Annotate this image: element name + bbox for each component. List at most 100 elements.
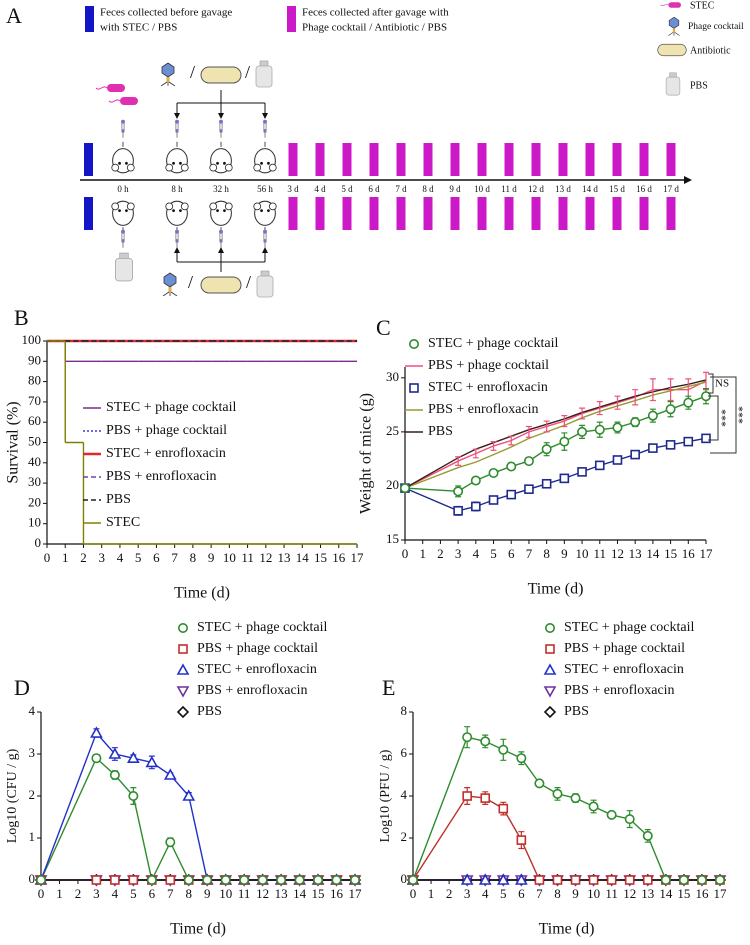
x-tick-label: 17 [700, 546, 714, 561]
collection-bar [84, 197, 93, 230]
collection-bar [531, 197, 541, 230]
timeline-label: 32 h [213, 184, 229, 194]
mouse [111, 141, 135, 174]
marker [516, 835, 527, 845]
collection-bar [531, 143, 541, 176]
marker [460, 873, 474, 885]
y-axis-title: Log10 (PFU / g) [378, 749, 393, 842]
marker [516, 753, 527, 764]
marker [331, 874, 342, 885]
x-tick-label: 7 [536, 886, 543, 901]
collection-bar [288, 197, 298, 230]
marker [683, 436, 694, 447]
marker [570, 793, 581, 804]
marker [146, 874, 157, 885]
panel-label: E [382, 675, 395, 700]
legend-text: Feces collected after gavage with [302, 7, 449, 19]
marker [399, 483, 410, 494]
x-tick-label: 10 [223, 550, 236, 565]
legend-marker [178, 644, 188, 654]
collection-bar [639, 197, 649, 230]
y-tick-label: 30 [386, 369, 399, 384]
legend-marker [544, 622, 555, 633]
marker [514, 873, 528, 885]
x-tick-label: 0 [402, 546, 409, 561]
separator: / [190, 62, 195, 82]
arrowheads [174, 113, 268, 119]
error-bar [455, 456, 462, 466]
marker [471, 501, 481, 512]
mouse [253, 200, 277, 233]
marker [624, 814, 635, 825]
legend-label: STEC + phage cocktail [197, 620, 327, 635]
legend-label: PBS [197, 704, 222, 719]
y-axis-title: Log10 (CFU / g) [5, 748, 20, 843]
x-axis-title: Time (d) [539, 921, 595, 938]
collection-bar [666, 143, 676, 176]
collection-bar [423, 197, 433, 230]
marker [183, 874, 194, 885]
marker [665, 404, 676, 415]
marker [453, 506, 463, 516]
error-bar [543, 420, 550, 433]
y-tick-label: 25 [386, 423, 399, 438]
x-tick-label: 10 [576, 546, 589, 561]
legend-label: PBS + phage cocktail [197, 641, 318, 656]
collection-bar [612, 143, 622, 176]
y-tick-label: 2 [401, 829, 408, 844]
collection-bar [585, 197, 595, 230]
x-tick-label: 9 [572, 886, 579, 901]
marker [480, 736, 491, 747]
marker [541, 478, 552, 489]
x-tick-label: 9 [561, 546, 568, 561]
legend-marker [545, 644, 555, 654]
annotation: *** [718, 409, 732, 427]
marker [612, 455, 623, 465]
icon [114, 252, 134, 282]
syringe [262, 119, 268, 139]
x-tick-label: 7 [526, 546, 533, 561]
collection-bar [396, 143, 406, 176]
series-line [404, 437, 707, 512]
collection-bar [342, 143, 352, 176]
timeline-label: 13 d [555, 184, 571, 194]
x-tick-label: 3 [93, 886, 100, 901]
legend-marker [543, 705, 557, 719]
y-axis-title: Weight of mice (g) [358, 393, 375, 514]
marker [630, 449, 640, 460]
y-tick-label: 90 [28, 352, 41, 367]
timeline-label: 16 d [636, 184, 652, 194]
marker [478, 873, 492, 885]
collection-bar [450, 197, 460, 230]
y-tick-label: 3 [29, 745, 36, 760]
marker [524, 484, 534, 494]
marker [128, 790, 139, 801]
x-tick-label: 16 [695, 886, 709, 901]
x-tick-label: 1 [419, 546, 426, 561]
x-tick-label: 11 [241, 550, 254, 565]
legend-marker [409, 383, 419, 393]
x-tick-label: 5 [490, 546, 497, 561]
collection-bar [450, 143, 460, 176]
icon [256, 270, 274, 298]
legend-marker [178, 622, 189, 633]
marker [714, 874, 725, 885]
marker [165, 837, 176, 848]
icon [657, 43, 687, 57]
legend-label: PBS + enrofloxacin [428, 402, 539, 417]
icon [660, 1, 682, 9]
y-tick-label: 70 [28, 393, 41, 408]
x-tick-label: 4 [473, 546, 480, 561]
x-tick-label: 2 [75, 886, 82, 901]
marker [182, 789, 196, 801]
x-tick-label: 8 [186, 886, 193, 901]
marker [559, 473, 570, 484]
x-tick-label: 0 [38, 886, 45, 901]
marker [163, 768, 177, 780]
marker [165, 875, 176, 885]
marker [624, 875, 635, 885]
collection-bar [315, 197, 325, 230]
legend-label: PBS [106, 492, 131, 507]
timeline-label: 0 h [117, 184, 129, 194]
